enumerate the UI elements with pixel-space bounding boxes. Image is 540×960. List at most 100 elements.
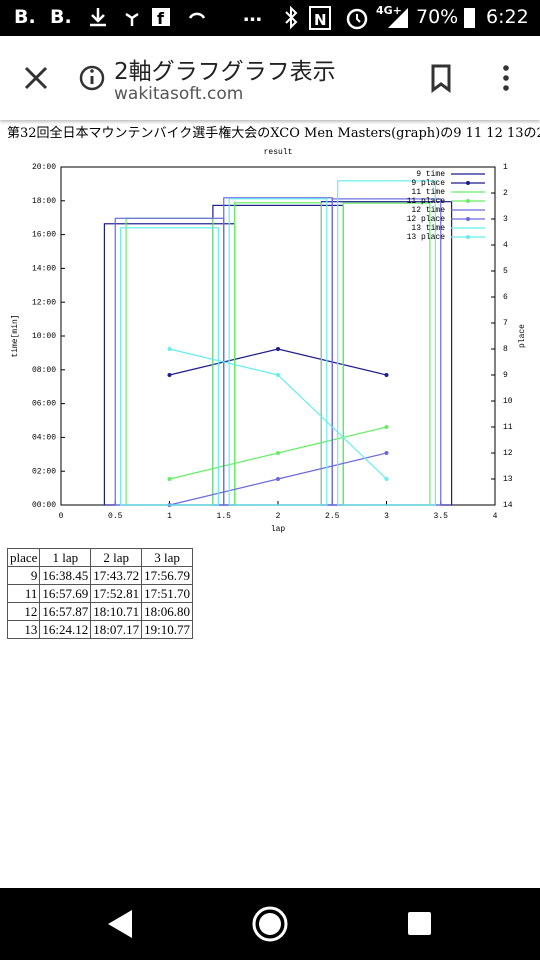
- status-more: …: [243, 4, 262, 26]
- y2-tick-label: 3: [503, 215, 508, 224]
- table-cell: 9: [6, 566, 41, 585]
- table-cell: 16:24.12: [39, 620, 92, 639]
- legend-label: 9 place: [411, 179, 445, 188]
- header-cell: 2 lap: [90, 548, 143, 567]
- x-tick-label: 3: [384, 512, 389, 521]
- table-cell: 17:51.70: [141, 584, 194, 603]
- y2-tick-label: 5: [503, 267, 508, 276]
- battery: 70%: [416, 6, 459, 28]
- bar: [320, 201, 453, 506]
- place-marker: [276, 477, 280, 481]
- x-tick-label: 3.5: [434, 512, 449, 521]
- bar: [331, 198, 442, 506]
- y2-tick-label: 13: [503, 475, 513, 484]
- table-cell: 16:38.45: [39, 566, 92, 585]
- y-tick-label: 02:00: [32, 467, 56, 476]
- place-marker: [276, 347, 280, 351]
- back-button[interactable]: [108, 910, 132, 938]
- header-cell: place: [6, 548, 41, 567]
- x-tick-label: 0: [59, 512, 64, 521]
- status-icon: B.: [50, 6, 72, 28]
- table-row: 11 16:57.69 17:52.81 17:51.70: [6, 584, 194, 603]
- legend-marker: [466, 199, 470, 203]
- place-marker: [384, 477, 389, 481]
- y-tick-label: 16:00: [32, 231, 56, 240]
- info-button[interactable]: [79, 65, 105, 91]
- place-marker: [384, 373, 389, 377]
- y2-tick-label: 10: [503, 397, 513, 406]
- status-bar: B. B. f … N 4G+ 70% 6:22: [0, 0, 540, 36]
- bar: [125, 217, 214, 506]
- y-tick-label: 12:00: [32, 298, 56, 307]
- legend-label: 9 time: [416, 170, 445, 179]
- table-cell: 16:57.87: [39, 602, 92, 621]
- x-axis-label: lap: [271, 525, 286, 534]
- y-tick-label: 08:00: [32, 366, 56, 375]
- y-tick-label: 06:00: [32, 400, 56, 409]
- bookmark-button[interactable]: [431, 64, 451, 93]
- place-marker: [167, 347, 172, 351]
- table-row: 12 16:57.87 18:10.71 18:06.80: [6, 602, 194, 621]
- bar: [120, 227, 219, 506]
- y2-tick-label: 2: [503, 189, 508, 198]
- place-marker: [276, 373, 280, 377]
- table-cell: 17:56.79: [141, 566, 194, 585]
- y-axis-label: time[min]: [11, 314, 20, 357]
- legend-label: 11 time: [411, 188, 445, 197]
- chart: result lap time[min] place 00:00 02:00 04:…: [11, 148, 527, 534]
- table-cell: 18:07.17: [90, 620, 143, 639]
- status-icons: N: [285, 5, 368, 30]
- clock: 6:22: [486, 6, 529, 28]
- table-cell: 18:10.71: [90, 602, 143, 621]
- bar: [114, 217, 225, 506]
- recents-button[interactable]: [408, 912, 431, 935]
- menu-button[interactable]: [503, 65, 509, 91]
- battery-icon: [464, 8, 475, 28]
- y2-tick-label: 11: [503, 423, 513, 432]
- y-tick-label: 10:00: [32, 332, 56, 341]
- table-row: 9 16:38.45 17:43.72 17:56.79: [6, 566, 194, 585]
- header-icons: [24, 64, 509, 93]
- x-tick-label: 0.5: [108, 512, 123, 521]
- legend-marker: [466, 217, 470, 221]
- header-cell: 3 lap: [141, 548, 194, 567]
- y2-tick-label: 14: [503, 501, 513, 510]
- y2-tick-label: 7: [503, 319, 508, 328]
- place-line: [169, 348, 387, 480]
- x-tick-label: 2.5: [325, 512, 340, 521]
- nav-buttons: [108, 906, 431, 942]
- place-marker: [384, 425, 389, 429]
- signal-icon: [388, 8, 408, 28]
- place-marker: [276, 451, 280, 455]
- legend-marker: [466, 181, 470, 185]
- y-tick-label: 14:00: [32, 265, 56, 274]
- page-heading: 第32回全日本マウンテンバイク選手権大会のXCO Men Masters(gra…: [7, 126, 540, 141]
- table-cell: 16:57.69: [39, 584, 92, 603]
- close-button[interactable]: [24, 66, 48, 90]
- status-icon: B.: [14, 6, 36, 28]
- svg-text:f: f: [157, 9, 165, 28]
- y2-axis-label: place: [518, 324, 527, 348]
- table-header: place 1 lap 2 lap 3 lap: [6, 548, 194, 567]
- legend-label: 12 place: [407, 215, 446, 224]
- table-cell: 11: [6, 584, 41, 603]
- y2-tick-label: 1: [503, 163, 508, 172]
- network: 4G+: [376, 4, 402, 17]
- table-cell: 13: [6, 620, 41, 639]
- y-tick-label: 04:00: [32, 434, 56, 443]
- y2-tick-label: 6: [503, 293, 508, 302]
- place-marker: [167, 477, 172, 481]
- y2-tick-label: 9: [503, 371, 508, 380]
- nav-bar: [0, 888, 540, 960]
- header-cell: 1 lap: [39, 548, 92, 567]
- place-marker: [384, 451, 389, 455]
- y-tick-label: 00:00: [32, 501, 56, 510]
- legend-label: 12 time: [411, 206, 445, 215]
- place-line: [169, 348, 387, 376]
- x-tick-label: 2: [276, 512, 281, 521]
- legend-label: 11 place: [407, 197, 446, 206]
- table-cell: 18:06.80: [141, 602, 194, 621]
- x-tick-label: 1: [167, 512, 172, 521]
- home-button[interactable]: [252, 906, 288, 942]
